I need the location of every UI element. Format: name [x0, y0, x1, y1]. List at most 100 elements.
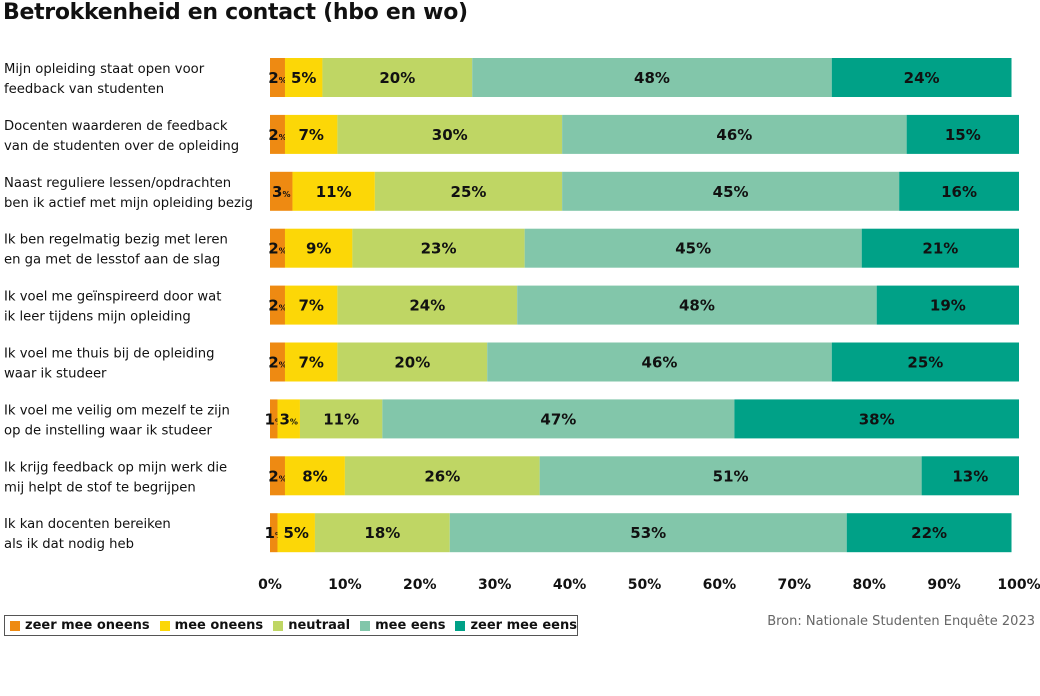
data-label: 11% — [323, 410, 359, 428]
data-label-unit: % — [880, 410, 895, 428]
bar-segment — [846, 513, 1012, 553]
category-label: Ik voel me thuis bij de opleiding waar ik… — [4, 347, 215, 382]
data-label: 2% — [268, 69, 286, 87]
legend-swatch — [273, 620, 284, 631]
data-label-unit: % — [951, 297, 966, 315]
data-label-value: 20 — [394, 354, 415, 372]
data-label: 24% — [904, 69, 940, 87]
bar-segment — [292, 171, 375, 211]
legend-label: zeer mee oneens — [25, 618, 150, 633]
bar-segment — [270, 342, 285, 382]
data-label-value: 51 — [713, 467, 734, 485]
bar-segment — [284, 342, 338, 382]
legend-swatch — [159, 620, 170, 631]
data-label: 48% — [679, 297, 715, 315]
bar-segment — [270, 456, 285, 496]
data-label: 45% — [713, 183, 749, 201]
data-label-unit: % — [290, 417, 298, 426]
legend-swatch — [455, 620, 466, 631]
data-label-unit: % — [344, 410, 359, 428]
data-label-unit: % — [279, 133, 287, 142]
bar-segment — [861, 228, 1019, 268]
data-label-value: 2 — [268, 354, 278, 372]
data-label-value: 25 — [451, 183, 472, 201]
data-label: 48% — [634, 69, 670, 87]
data-label-value: 2 — [268, 126, 278, 144]
bar-segment — [284, 228, 353, 268]
data-label-value: 7 — [298, 354, 308, 372]
legend-label: zeer mee eens — [470, 618, 577, 633]
data-label-unit: % — [309, 297, 324, 315]
data-label-value: 2 — [268, 240, 278, 258]
chart-title: Betrokkenheid en contact (hbo en wo) — [3, 0, 468, 25]
data-label-unit: % — [316, 240, 331, 258]
x-tick-label: 0% — [258, 577, 282, 593]
category-label-line: van de studenten over de opleiding — [4, 139, 239, 154]
data-label: 19% — [930, 297, 966, 315]
category-label-line: Ik ben regelmatig bezig met leren — [4, 233, 228, 248]
data-label: 3% — [279, 410, 297, 428]
data-label: 25% — [451, 183, 487, 201]
data-label-unit: % — [415, 354, 430, 372]
data-label: 46% — [642, 354, 678, 372]
bar-segment — [906, 114, 1019, 154]
legend: zeer mee oneens mee oneens neutraal mee een… — [4, 615, 578, 636]
data-label-value: 19 — [930, 297, 951, 315]
category-label-line: Ik krijg feedback op mijn werk die — [4, 460, 227, 475]
category-label: Ik kan docenten bereiken als ik dat nodig… — [4, 517, 171, 552]
bar-segment — [449, 513, 847, 553]
data-label-value: 22 — [911, 524, 932, 542]
data-label-value: 18 — [364, 524, 385, 542]
data-label-unit: % — [928, 354, 943, 372]
data-label-value: 47 — [540, 410, 561, 428]
data-label-unit: % — [662, 354, 677, 372]
data-label: 53% — [630, 524, 666, 542]
data-label-unit: % — [313, 467, 328, 485]
category-label-line: en ga met de lesstof aan de slag — [4, 253, 220, 268]
category-label: Ik voel me veilig om mezelf te zijn op de… — [4, 403, 230, 438]
data-label-value: 38 — [859, 410, 880, 428]
x-tick-label: 90% — [927, 577, 961, 593]
bar-segment — [270, 513, 278, 553]
bar-segment — [337, 114, 563, 154]
x-tick-label: 60% — [703, 577, 737, 593]
data-label-value: 53 — [630, 524, 651, 542]
x-tick-label: 10% — [328, 577, 362, 593]
data-label: 15% — [945, 126, 981, 144]
data-label-value: 9 — [306, 240, 316, 258]
legend-item: zeer mee eens — [455, 618, 577, 633]
data-label-unit: % — [973, 467, 988, 485]
data-label: 7% — [298, 126, 323, 144]
category-label-line: feedback van studenten — [4, 82, 164, 97]
data-label-unit: % — [282, 190, 290, 199]
data-label-value: 8 — [302, 467, 312, 485]
data-label-unit: % — [966, 126, 981, 144]
data-label-unit: % — [385, 524, 400, 542]
data-label-value: 46 — [716, 126, 737, 144]
category-label-line: mij helpt de stof te begrijpen — [4, 480, 196, 495]
bar-segment — [314, 513, 450, 553]
data-label: 11% — [316, 183, 352, 201]
data-label-unit: % — [309, 354, 324, 372]
data-label-value: 15 — [945, 126, 966, 144]
legend-label: mee oneens — [174, 618, 264, 633]
data-label-value: 20 — [379, 69, 400, 87]
category-label: Ik krijg feedback op mijn werk die mij he… — [4, 460, 227, 495]
data-label: 2% — [268, 126, 286, 144]
data-label: 20% — [379, 69, 415, 87]
data-label: 23% — [421, 240, 457, 258]
data-label-value: 1 — [265, 524, 275, 542]
bar-segment — [270, 285, 285, 325]
bar-segment — [284, 456, 345, 496]
data-label-unit: % — [445, 467, 460, 485]
x-tick-label: 70% — [778, 577, 812, 593]
bar-segment — [734, 399, 1019, 439]
category-label-line: Ik voel me thuis bij de opleiding — [4, 347, 215, 362]
category-label-line: als ik dat nodig heb — [4, 537, 134, 552]
bar-segment — [921, 456, 1019, 496]
data-label: 30% — [432, 126, 468, 144]
bar-segment — [277, 513, 315, 553]
x-tick-label: 40% — [553, 577, 587, 593]
category-label-line: waar ik studeer — [4, 367, 107, 382]
category-label: Ik ben regelmatig bezig met leren en ga m… — [4, 233, 228, 268]
